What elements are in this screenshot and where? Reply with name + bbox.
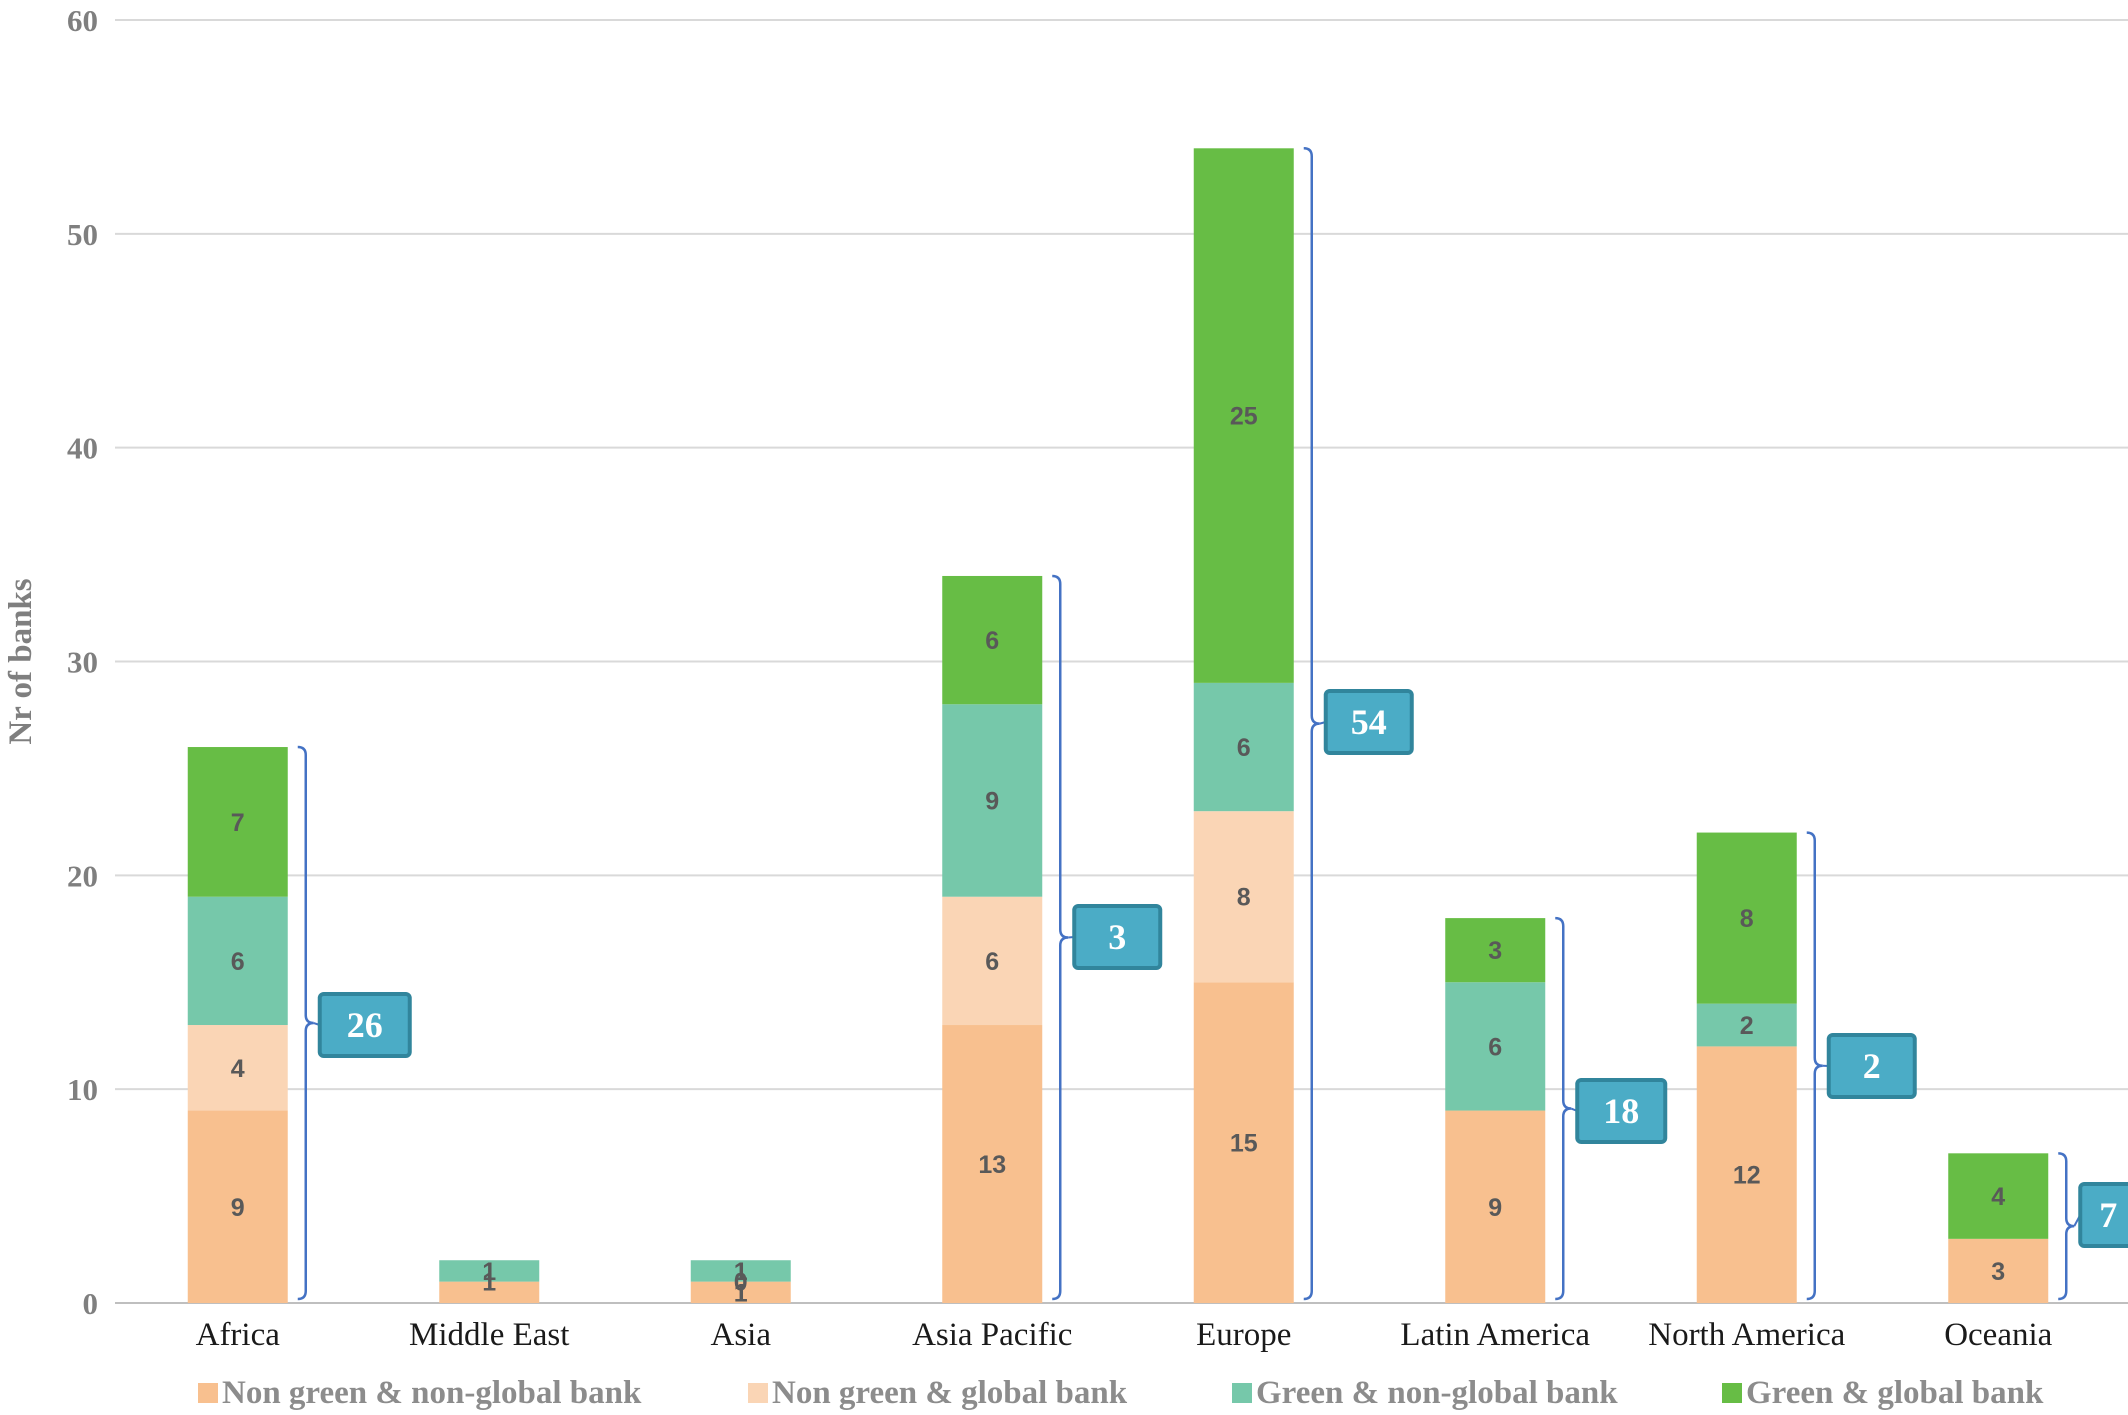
callout-label: 26 (347, 1005, 383, 1045)
data-label: 0 (734, 1269, 748, 1297)
data-label: 6 (985, 948, 999, 976)
bar-segment (1193, 811, 1294, 983)
total-bracket (1303, 147, 1320, 1301)
bar-segment (1696, 1046, 1797, 1303)
y-tick-label: 60 (67, 3, 98, 38)
callout-box (1826, 1033, 1917, 1099)
data-label: 6 (1488, 1033, 1502, 1061)
bar-segment (942, 896, 1043, 1026)
callout-label: 2 (1863, 1046, 1881, 1086)
data-label: 8 (1237, 884, 1251, 912)
callout-label: 3 (1108, 917, 1126, 957)
bars (187, 148, 2049, 1303)
data-label: 2 (1740, 1012, 1754, 1040)
data-label: 8 (1740, 905, 1754, 933)
legend-label: Green & non-global bank (1256, 1375, 1618, 1411)
data-label: 1 (734, 1258, 748, 1286)
bar-segment (1696, 1003, 1797, 1047)
x-axis-ticks: Africa Middle East Asia Asia Pacific Europe L… (196, 1317, 2053, 1353)
total-bracket (1052, 574, 1069, 1301)
x-tick-label: Middle East (409, 1317, 569, 1353)
data-label: 15 (1230, 1130, 1258, 1158)
x-tick-label: Africa (196, 1317, 281, 1353)
legend-swatch (1722, 1383, 1742, 1403)
y-axis-ticks: 0 10 20 30 40 50 60 (67, 3, 98, 1321)
y-tick-label: 20 (67, 858, 98, 893)
callout-label: 18 (1603, 1091, 1639, 1131)
callout-label: 7 (2099, 1195, 2117, 1235)
y-tick-label: 0 (83, 1286, 99, 1321)
bar-segment (187, 896, 288, 1026)
data-label: 9 (1488, 1194, 1502, 1222)
bar-segment (1193, 148, 1294, 683)
y-axis-label: Nr of banks (3, 578, 39, 744)
x-tick-label: Latin America (1400, 1317, 1590, 1353)
gridlines (115, 19, 2128, 1304)
x-tick-label: Asia Pacific (912, 1317, 1072, 1353)
data-label: 7 (231, 809, 245, 837)
bar-segment (439, 1260, 540, 1282)
y-tick-label: 40 (67, 431, 98, 466)
callout-box (2078, 1182, 2128, 1248)
x-tick-label: Oceania (1944, 1317, 2052, 1353)
bar-segment (187, 1025, 288, 1111)
bar-segment (942, 704, 1043, 897)
data-label: 25 (1230, 403, 1258, 431)
legend-label: Non green & non-global bank (222, 1375, 642, 1411)
data-label: 3 (1991, 1258, 2005, 1286)
data-label: 1 (482, 1258, 496, 1286)
bar-segment (1445, 982, 1546, 1111)
bar-segment (690, 1281, 791, 1303)
callout-box (1323, 689, 1414, 755)
data-label: 12 (1733, 1162, 1761, 1190)
data-label: 6 (985, 627, 999, 655)
callout-label: 54 (1351, 702, 1387, 742)
callout-box (317, 992, 412, 1058)
bar-segment (1948, 1153, 2049, 1239)
callout-box (1575, 1078, 1668, 1144)
total-bracket (2058, 1152, 2075, 1301)
legend-swatch (748, 1383, 768, 1403)
y-tick-label: 50 (67, 217, 98, 252)
callout-box (1072, 904, 1163, 970)
bar-segment (187, 747, 288, 897)
bar-segment (439, 1281, 540, 1303)
bar-segment (1193, 682, 1294, 812)
legend-label: Green & global bank (1746, 1375, 2044, 1411)
x-tick-label: Europe (1196, 1317, 1291, 1353)
data-label: 6 (231, 948, 245, 976)
x-tick-label: North America (1648, 1317, 1845, 1353)
data-label: 4 (1991, 1183, 2005, 1211)
legend-label: Non green & global bank (772, 1375, 1128, 1411)
data-label: 4 (231, 1055, 245, 1083)
bar-segment (1445, 1110, 1546, 1303)
bar-segment (1445, 918, 1546, 983)
data-label: 13 (978, 1151, 1006, 1179)
bar-segment (942, 575, 1043, 705)
data-label: 9 (231, 1194, 245, 1222)
data-label: 1 (734, 1279, 748, 1307)
bar-segment (1696, 832, 1797, 1004)
total-bracket (1555, 916, 1572, 1301)
data-label: 9 (985, 787, 999, 815)
bar-segment (1193, 982, 1294, 1303)
bar-segment (187, 1110, 288, 1303)
legend: Non green & non-global bank Non green & g… (198, 1375, 2044, 1411)
bar-segment (690, 1260, 791, 1282)
legend-swatch (1232, 1383, 1252, 1403)
legend-swatch (198, 1383, 218, 1403)
total-bracket (297, 745, 314, 1301)
y-tick-label: 30 (67, 645, 98, 680)
data-label: 1 (482, 1269, 496, 1297)
y-tick-label: 10 (67, 1072, 98, 1107)
bar-segment (1948, 1238, 2049, 1303)
x-tick-label: Asia (711, 1317, 772, 1353)
bar-segment (942, 1025, 1043, 1303)
total-bracket (1806, 831, 1823, 1301)
data-label: 3 (1488, 937, 1502, 965)
data-label: 6 (1237, 734, 1251, 762)
